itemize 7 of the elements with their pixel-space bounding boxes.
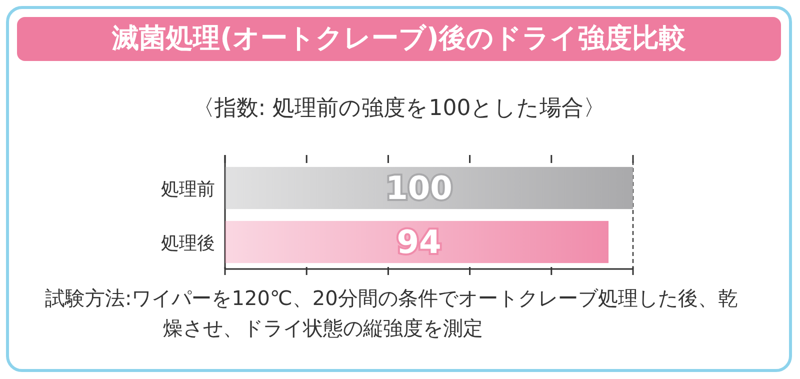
- data-label: 94: [396, 223, 442, 261]
- y-tick-label: 処理前: [161, 179, 215, 200]
- text: 試験方法:ワイパーを120℃、20分間の条件でオートクレーブ処理した後、乾燥させ、ドライ状態の縦強度を測定: [45, 285, 739, 342]
- chart-title: 滅菌処理(オートクレーブ)後のドライ強度比較: [17, 17, 781, 61]
- y-tick-label: 処理後: [161, 233, 215, 254]
- chart-subtitle: 〈指数: 処理前の強度を100とした場合〉: [191, 95, 607, 123]
- data-label: 100: [386, 169, 452, 207]
